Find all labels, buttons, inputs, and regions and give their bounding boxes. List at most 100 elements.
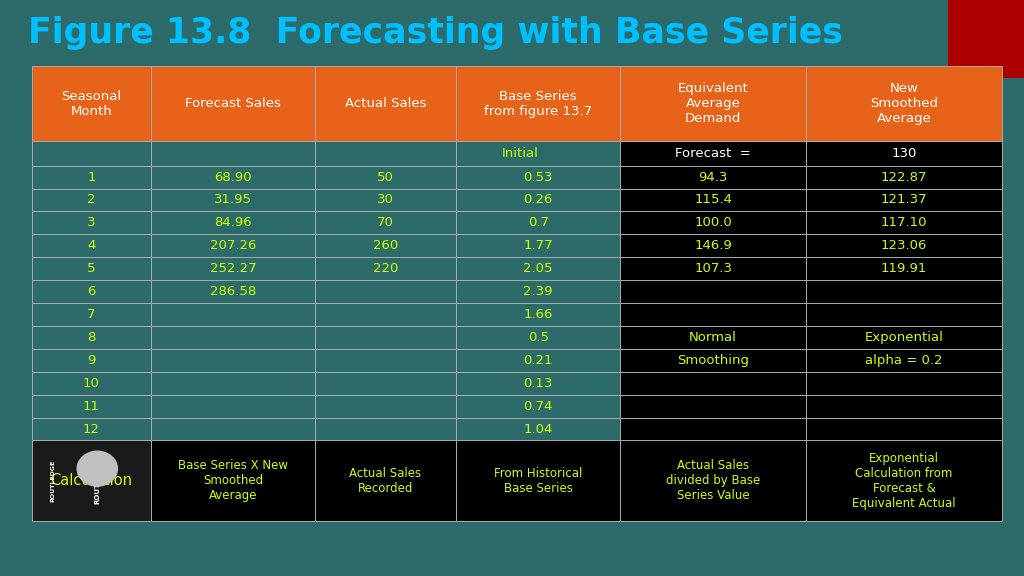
FancyBboxPatch shape (315, 441, 456, 521)
Text: Forecast Sales: Forecast Sales (185, 97, 281, 110)
Text: 123.06: 123.06 (881, 239, 927, 252)
Text: 117.10: 117.10 (881, 217, 927, 229)
Text: Actual Sales
divided by Base
Series Value: Actual Sales divided by Base Series Valu… (666, 459, 760, 502)
Text: ROUTLEDGE: ROUTLEDGE (94, 457, 100, 505)
Text: 31.95: 31.95 (214, 194, 252, 207)
Text: Smoothing: Smoothing (677, 354, 750, 367)
FancyBboxPatch shape (806, 234, 1002, 257)
FancyBboxPatch shape (315, 280, 456, 303)
FancyBboxPatch shape (456, 418, 621, 441)
FancyBboxPatch shape (456, 257, 621, 280)
FancyBboxPatch shape (32, 326, 151, 349)
Text: 0.13: 0.13 (523, 377, 553, 390)
Text: Exponential
Calculation from
Forecast &
Equivalent Actual: Exponential Calculation from Forecast & … (852, 452, 955, 510)
FancyBboxPatch shape (621, 234, 806, 257)
FancyBboxPatch shape (806, 257, 1002, 280)
FancyBboxPatch shape (315, 326, 456, 349)
FancyBboxPatch shape (151, 166, 315, 188)
FancyBboxPatch shape (151, 280, 315, 303)
FancyBboxPatch shape (151, 211, 315, 234)
Text: 30: 30 (377, 194, 394, 207)
Text: 2.39: 2.39 (523, 285, 553, 298)
Text: 2: 2 (87, 194, 95, 207)
Text: 4: 4 (87, 239, 95, 252)
FancyBboxPatch shape (32, 395, 151, 418)
FancyBboxPatch shape (32, 372, 151, 395)
Text: 84.96: 84.96 (214, 217, 252, 229)
FancyBboxPatch shape (456, 234, 621, 257)
Text: 0.21: 0.21 (523, 354, 553, 367)
Text: Equivalent
Average
Demand: Equivalent Average Demand (678, 82, 749, 125)
Text: 1.04: 1.04 (523, 423, 553, 435)
FancyBboxPatch shape (32, 141, 151, 166)
Text: 10: 10 (83, 377, 99, 390)
FancyBboxPatch shape (621, 418, 806, 441)
FancyBboxPatch shape (151, 441, 315, 521)
Text: 1.77: 1.77 (523, 239, 553, 252)
Text: 12: 12 (83, 423, 100, 435)
Text: 260: 260 (373, 239, 398, 252)
FancyBboxPatch shape (806, 395, 1002, 418)
FancyBboxPatch shape (151, 349, 315, 372)
Text: 0.5: 0.5 (527, 331, 549, 344)
FancyBboxPatch shape (32, 234, 151, 257)
Ellipse shape (77, 450, 118, 487)
FancyBboxPatch shape (32, 211, 151, 234)
Text: Base Series
from figure 13.7: Base Series from figure 13.7 (484, 89, 592, 118)
Text: 7: 7 (87, 308, 95, 321)
Text: 115.4: 115.4 (694, 194, 732, 207)
FancyBboxPatch shape (151, 66, 315, 141)
FancyBboxPatch shape (806, 349, 1002, 372)
Text: 8: 8 (87, 331, 95, 344)
Text: 3: 3 (87, 217, 95, 229)
FancyBboxPatch shape (32, 188, 151, 211)
Text: 0.7: 0.7 (527, 217, 549, 229)
FancyBboxPatch shape (151, 372, 315, 395)
FancyBboxPatch shape (621, 66, 806, 141)
FancyBboxPatch shape (621, 372, 806, 395)
Text: 121.37: 121.37 (881, 194, 928, 207)
FancyBboxPatch shape (151, 303, 315, 326)
FancyBboxPatch shape (32, 66, 151, 141)
Text: 1.66: 1.66 (523, 308, 553, 321)
FancyBboxPatch shape (456, 188, 621, 211)
FancyBboxPatch shape (806, 280, 1002, 303)
Text: 130: 130 (891, 147, 916, 160)
FancyBboxPatch shape (806, 166, 1002, 188)
FancyBboxPatch shape (315, 418, 456, 441)
FancyBboxPatch shape (32, 280, 151, 303)
Text: 50: 50 (377, 170, 394, 184)
FancyBboxPatch shape (621, 441, 806, 521)
FancyBboxPatch shape (806, 441, 1002, 521)
FancyBboxPatch shape (151, 395, 315, 418)
Text: Figure 13.8  Forecasting with Base Series: Figure 13.8 Forecasting with Base Series (28, 16, 843, 50)
FancyBboxPatch shape (621, 211, 806, 234)
Text: 11: 11 (83, 400, 100, 412)
Text: 94.3: 94.3 (698, 170, 728, 184)
FancyBboxPatch shape (315, 234, 456, 257)
Text: Initial: Initial (502, 147, 539, 160)
FancyBboxPatch shape (32, 257, 151, 280)
Text: 146.9: 146.9 (694, 239, 732, 252)
Text: 2.05: 2.05 (523, 262, 553, 275)
Text: Calculation: Calculation (50, 473, 132, 488)
Text: Seasonal
Month: Seasonal Month (61, 89, 122, 118)
Text: 220: 220 (373, 262, 398, 275)
Text: 252.27: 252.27 (210, 262, 256, 275)
Text: Actual Sales: Actual Sales (345, 97, 426, 110)
Text: Exponential: Exponential (864, 331, 943, 344)
FancyBboxPatch shape (621, 257, 806, 280)
FancyBboxPatch shape (456, 280, 621, 303)
FancyBboxPatch shape (621, 280, 806, 303)
FancyBboxPatch shape (456, 66, 621, 141)
FancyBboxPatch shape (456, 141, 621, 166)
Text: 5: 5 (87, 262, 95, 275)
FancyBboxPatch shape (621, 326, 806, 349)
FancyBboxPatch shape (456, 349, 621, 372)
Text: 0.26: 0.26 (523, 194, 553, 207)
Text: From Historical
Base Series: From Historical Base Series (494, 467, 583, 495)
Text: 1: 1 (87, 170, 95, 184)
FancyBboxPatch shape (32, 441, 151, 521)
FancyBboxPatch shape (621, 349, 806, 372)
FancyBboxPatch shape (151, 188, 315, 211)
